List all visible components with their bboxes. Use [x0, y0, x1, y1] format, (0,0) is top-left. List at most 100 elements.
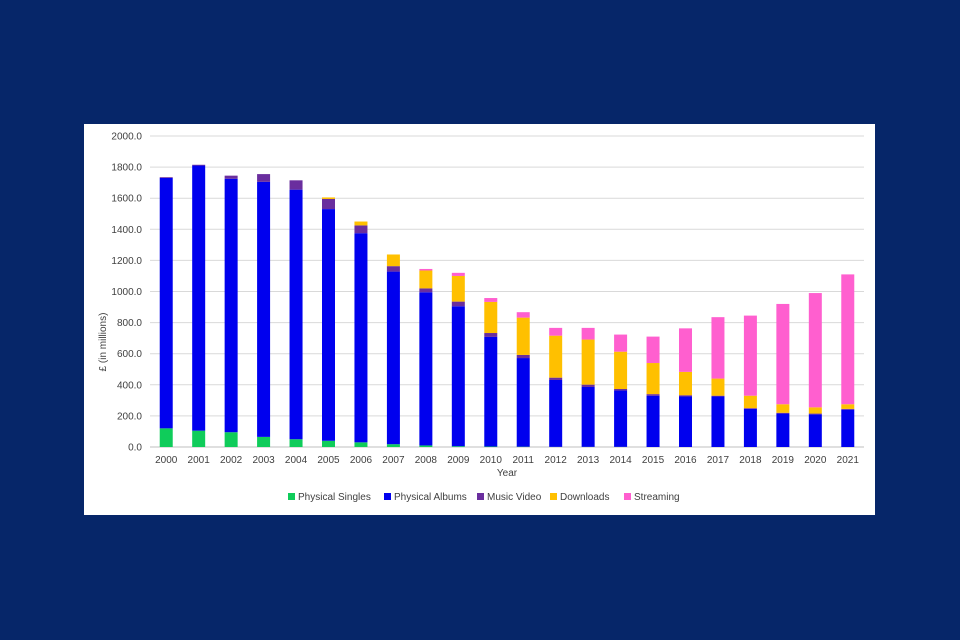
bar-segment: [743, 395, 757, 409]
bar-segment: [159, 428, 173, 447]
x-tick-label: 2001: [188, 455, 211, 466]
bar-segment: [516, 354, 530, 359]
bar-segment: [646, 336, 660, 364]
x-axis-title: Year: [497, 468, 518, 479]
x-tick-label: 2006: [350, 455, 373, 466]
bar-segment: [808, 293, 822, 408]
x-tick-label: 2014: [609, 455, 632, 466]
bar-segment: [224, 175, 238, 179]
bar-segment: [549, 335, 563, 378]
x-tick-label: 2012: [545, 455, 568, 466]
y-tick-label: 1800.0: [111, 163, 142, 174]
legend-label: Streaming: [634, 492, 680, 503]
bar-segment: [484, 336, 498, 447]
y-tick-label: 600.0: [117, 349, 142, 360]
bar-segment: [451, 275, 465, 302]
y-tick-label: 1400.0: [111, 225, 142, 236]
bar-segment: [516, 312, 530, 318]
legend-label: Downloads: [560, 492, 609, 503]
bar-segment: [451, 272, 465, 276]
x-tick-label: 2007: [382, 455, 405, 466]
bar-segment: [711, 396, 725, 447]
bar-segment: [549, 377, 563, 380]
bar-segment: [614, 351, 628, 389]
bar-segment: [679, 328, 692, 372]
bar-segment: [646, 363, 660, 395]
bar-segment: [386, 254, 400, 267]
y-tick-label: 1200.0: [111, 256, 142, 267]
x-tick-label: 2000: [155, 455, 178, 466]
bar-segment: [679, 371, 692, 396]
bar-segment: [386, 271, 400, 445]
bar-segment: [614, 334, 628, 352]
y-tick-label: 0.0: [128, 443, 142, 454]
x-tick-label: 2010: [480, 455, 503, 466]
bar-segment: [419, 445, 433, 447]
bar-segment: [192, 165, 206, 431]
bar-segment: [808, 413, 822, 415]
bar-segment: [322, 209, 335, 441]
legend-swatch: [477, 493, 484, 500]
bar-segment: [386, 444, 400, 447]
bar-segment: [354, 225, 368, 234]
bar-segment: [419, 292, 433, 446]
x-tick-label: 2021: [837, 455, 860, 466]
x-tick-label: 2002: [220, 455, 243, 466]
x-tick-label: 2005: [317, 455, 340, 466]
legend: Physical Singles Physical Albums Music Vid…: [288, 492, 680, 503]
bar-segment: [322, 440, 335, 447]
bar-segment: [549, 379, 563, 447]
bar-segment: [581, 384, 595, 387]
bar-segment: [841, 408, 855, 410]
bar-segment: [776, 404, 790, 413]
y-tick-label: 800.0: [117, 318, 142, 329]
bar-segment: [711, 378, 725, 396]
x-tick-label: 2004: [285, 455, 308, 466]
bar-segment: [679, 395, 692, 397]
bar-segment: [743, 408, 757, 447]
bar-segment: [743, 408, 757, 409]
x-tick-label: 2019: [772, 455, 795, 466]
bar-segment: [289, 180, 303, 190]
bar-segment: [257, 181, 271, 437]
x-tick-label: 2015: [642, 455, 665, 466]
bar-segment: [646, 394, 660, 396]
bar-segment: [224, 178, 238, 433]
y-tick-label: 1600.0: [111, 194, 142, 205]
y-axis-title: £ (in millions): [98, 313, 109, 372]
bar-segment: [743, 315, 757, 396]
bar-segment: [257, 436, 271, 447]
bar-segment: [484, 301, 498, 334]
bar-segment: [776, 412, 790, 414]
bar-segment: [841, 409, 855, 447]
bar-segment: [354, 442, 368, 447]
bar-segment: [516, 317, 530, 355]
x-tick-label: 2003: [252, 455, 275, 466]
x-tick-label: 2011: [512, 455, 534, 466]
bar-segment: [419, 270, 433, 289]
bar-segment: [322, 197, 335, 199]
y-tick-label: 400.0: [117, 380, 142, 391]
bar-segment: [776, 303, 790, 405]
y-tick-label: 1000.0: [111, 287, 142, 298]
x-tick-label: 2018: [739, 455, 762, 466]
bar-segment: [484, 333, 498, 337]
bar-segment: [419, 268, 433, 271]
legend-swatch: [550, 493, 557, 500]
bar-segment: [711, 317, 725, 379]
bar-segment: [841, 274, 855, 405]
y-tick-label: 200.0: [117, 411, 142, 422]
bar-segment: [192, 430, 206, 447]
legend-label: Physical Albums: [394, 492, 467, 503]
legend-swatch: [624, 493, 631, 500]
bar-segment: [451, 301, 465, 307]
bar-segment: [159, 177, 173, 178]
bar-segment: [484, 298, 498, 302]
bar-segment: [192, 164, 206, 166]
bar-segment: [646, 395, 660, 447]
bar-segment: [159, 177, 173, 429]
bar-segment: [322, 198, 335, 210]
bar-segment: [581, 386, 595, 447]
bar-segment: [841, 404, 855, 409]
bar-segment: [451, 446, 465, 447]
